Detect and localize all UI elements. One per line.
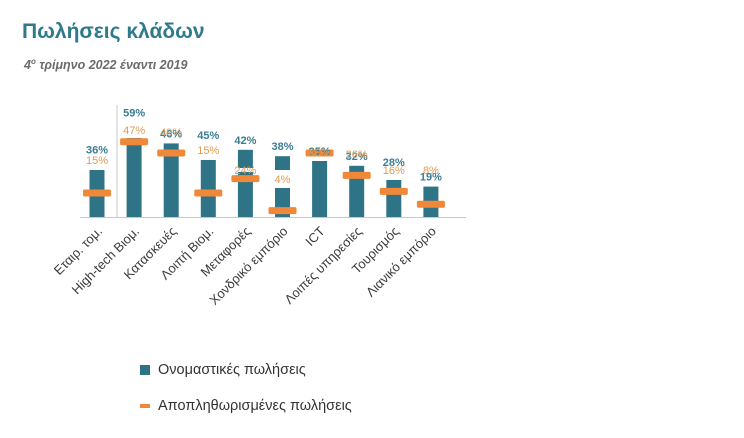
- nominal-bar-lower-1: [126, 138, 142, 217]
- nominal-bar-lower-2: [163, 143, 179, 217]
- legend-item-deflated: Αποπληθωρισμένες πωλήσεις: [140, 398, 352, 414]
- deflated-marker-0: [83, 189, 111, 197]
- deflated-marker-2: [157, 149, 186, 157]
- nominal-value-label-6: 35%: [309, 146, 331, 158]
- legend-swatch-deflated: [140, 404, 150, 408]
- category-label-6: ICT: [302, 223, 327, 248]
- nominal-value-label-8: 28%: [383, 157, 405, 169]
- nominal-bar-upper-5: [275, 156, 290, 170]
- deflated-value-label-8: 16%: [383, 165, 405, 177]
- deflated-marker-8: [379, 187, 408, 195]
- deflated-marker-5: [268, 207, 297, 215]
- nominal-value-label-2: 46%: [160, 128, 182, 140]
- deflated-marker-4: [231, 175, 260, 183]
- deflated-value-label-1: 47%: [123, 125, 145, 137]
- nominal-value-label-4: 42%: [234, 135, 256, 147]
- legend-swatch-nominal: [140, 365, 150, 375]
- nominal-bar-lower-8: [386, 180, 402, 217]
- subtitle-text: τρίμηνο 2022 έναντι 2019: [35, 58, 188, 73]
- deflated-marker-9: [416, 200, 445, 208]
- nominal-value-label-9: 19%: [420, 172, 442, 184]
- nominal-value-label-5: 38%: [271, 141, 293, 153]
- legend-2: Αποπληθωρισμένες πωλήσεις: [140, 398, 352, 414]
- nominal-bar-lower-6: [312, 161, 328, 217]
- nominal-bar-lower-3: [200, 160, 216, 217]
- deflated-value-label-9: 8%: [423, 165, 439, 177]
- chart-title: Πωλήσεις κλάδων: [22, 20, 205, 43]
- deflated-value-label-3: 15%: [197, 145, 219, 157]
- deflated-value-label-2: 40%: [160, 127, 182, 139]
- deflated-marker-3: [194, 189, 223, 197]
- deflated-value-label-4: 24%: [234, 165, 256, 177]
- deflated-value-label-6: 40%: [309, 147, 331, 159]
- nominal-value-label-1: 59%: [123, 108, 145, 120]
- subtitle-quarter: 4: [24, 58, 31, 73]
- deflated-marker-1: [120, 138, 149, 146]
- chart-subtitle: 4ο τρίμηνο 2022 έναντι 2019: [24, 57, 187, 72]
- legend: Ονομαστικές πωλήσεις: [140, 362, 306, 378]
- nominal-value-label-3: 45%: [197, 130, 219, 142]
- deflated-value-label-7: 26%: [346, 149, 368, 161]
- deflated-marker-7: [342, 171, 371, 179]
- legend-item-nominal: Ονομαστικές πωλήσεις: [140, 362, 306, 378]
- legend-label-deflated: Αποπληθωρισμένες πωλήσεις: [158, 398, 352, 414]
- nominal-value-label-0: 36%: [86, 144, 108, 156]
- legend-label-nominal: Ονομαστικές πωλήσεις: [158, 362, 306, 378]
- deflated-marker-6: [305, 149, 334, 157]
- deflated-value-label-5: 4%: [275, 174, 291, 186]
- deflated-value-label-0: 15%: [86, 155, 108, 167]
- nominal-bar-upper-4: [237, 149, 253, 168]
- subtitle-ordinal: ο: [30, 57, 36, 66]
- nominal-bar-lower-4: [237, 172, 253, 217]
- nominal-value-label-7: 32%: [346, 151, 368, 163]
